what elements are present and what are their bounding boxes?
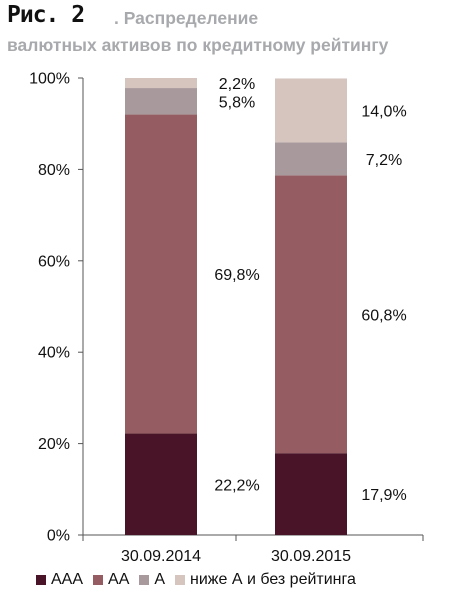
legend-swatch (139, 575, 150, 585)
legend-label: А (154, 571, 166, 588)
data-label: 7,2% (366, 152, 402, 169)
y-tick-label: 80% (38, 162, 70, 179)
y-tick-label: 60% (38, 253, 70, 270)
y-tick-label: 20% (38, 436, 70, 453)
chart-title-line-2: валютных активов по кредитному рейтингу (7, 35, 389, 55)
bar-segment (125, 88, 197, 115)
figure-label: Рис. 2 (7, 2, 85, 28)
y-tick-label: 40% (38, 345, 70, 362)
data-label: 17,9% (361, 487, 406, 504)
bar-segment (275, 453, 347, 535)
legend-label: АА (108, 571, 130, 588)
bar-segment (125, 433, 197, 535)
data-label: 5,8% (219, 94, 255, 111)
data-label: 2,2% (219, 76, 255, 93)
data-label: 69,8% (214, 267, 259, 284)
legend-swatch (36, 575, 46, 585)
legend-swatch (93, 575, 104, 585)
legend-item: ниже А и без рейтинга (175, 571, 356, 589)
data-label: 14,0% (361, 103, 406, 120)
y-tick-label: 100% (29, 71, 70, 88)
bar-segment (275, 142, 347, 176)
y-tick-label: 0% (47, 528, 70, 545)
legend-item: ААА (36, 571, 83, 589)
x-category-label: 30.09.2015 (271, 548, 351, 565)
stacked-bar-chart: 0% 20% 40% 60% 80% 100% 22,2% 69,8% 5,8%2,2% 30.0… (29, 71, 424, 565)
legend-label: ААА (51, 571, 84, 588)
bar-segment (125, 114, 197, 434)
bar-segment (275, 175, 347, 454)
bar-segment (275, 78, 347, 143)
chart-title-line-1: . Распределение (114, 8, 259, 28)
legend-item: АА (93, 571, 129, 589)
data-label: 22,2% (214, 477, 259, 494)
legend-label: ниже А и без рейтинга (190, 571, 356, 588)
legend-swatch (175, 575, 186, 585)
bar-segment (125, 78, 197, 89)
data-label: 60,8% (361, 307, 406, 324)
x-category-label: 30.09.2014 (121, 548, 201, 565)
legend-item: А (139, 571, 165, 589)
